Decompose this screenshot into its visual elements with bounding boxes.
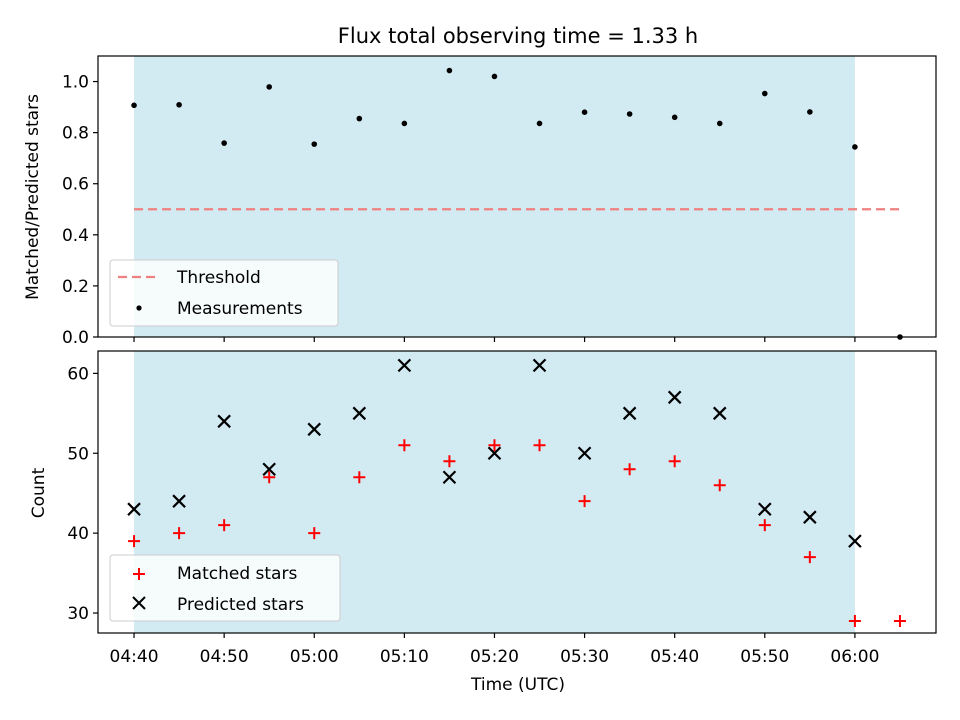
- matched-stars-point: [533, 439, 546, 452]
- predicted-stars-point: [307, 422, 322, 437]
- measurement-point: [716, 120, 723, 127]
- top-y-tick-label: 0.0: [62, 328, 89, 348]
- legend-matched-label: Matched stars: [177, 564, 297, 584]
- matched-stars-point: [173, 527, 186, 540]
- predicted-stars-point: [667, 390, 682, 405]
- measurement-point: [807, 109, 813, 115]
- x-tick-label: 05:00: [290, 647, 339, 667]
- matched-stars-point: [398, 439, 411, 452]
- predicted-stars-point: [487, 446, 502, 461]
- matched-stars-point: [218, 519, 231, 532]
- top-y-tick-label: 1.0: [62, 73, 89, 93]
- x-tick-label: 04:40: [110, 647, 159, 667]
- top-legend: Threshold Measurements: [109, 259, 339, 327]
- predicted-stars-point: [803, 510, 817, 524]
- measurement-point: [536, 120, 543, 127]
- legend-predicted-swatch: [132, 596, 146, 610]
- top-y-tick-label: 0.8: [62, 124, 89, 144]
- legend-predicted-label: Predicted stars: [177, 595, 304, 615]
- x-tick-label: 05:20: [470, 647, 519, 667]
- measurement-point: [446, 67, 453, 74]
- measurement-point: [626, 111, 633, 117]
- legend-matched-swatch: [133, 568, 145, 580]
- matched-stars-point: [758, 519, 771, 532]
- top-y-tick-label: 0.2: [62, 277, 89, 297]
- predicted-stars-point: [442, 470, 457, 484]
- bottom-panel: 04:40 04:50 05:00 05:10 05:20 05:30 05:40 05:50…: [29, 350, 937, 667]
- bottom-plot-frame: [97, 350, 937, 634]
- x-axis-label: Time (UTC): [470, 675, 565, 695]
- measurement-point: [401, 120, 408, 127]
- matched-stars-point: [893, 615, 906, 628]
- measurement-point: [221, 140, 227, 146]
- matched-stars-point: [353, 471, 366, 484]
- measurement-point: [266, 84, 273, 90]
- matched-stars-point: [848, 615, 861, 628]
- matched-stars-point: [263, 471, 276, 484]
- x-tick-label: 04:50: [200, 647, 249, 667]
- measurement-point: [311, 141, 318, 147]
- matched-stars-point: [128, 535, 141, 548]
- measurement-point: [761, 90, 768, 97]
- predicted-stars-point: [532, 358, 547, 373]
- predicted-stars-point: [848, 534, 862, 548]
- measurement-point: [356, 115, 363, 122]
- legend-threshold-label: Threshold: [176, 268, 261, 288]
- top-panel: 0.0 0.2 0.4 0.6 0.8 1.0 Matched/Predicted sta…: [23, 55, 937, 348]
- x-tick-label: 05:50: [740, 647, 789, 667]
- predicted-stars-point: [172, 494, 186, 508]
- matched-stars-point: [668, 455, 681, 468]
- matched-stars-point: [623, 463, 636, 476]
- matched-stars-point: [578, 495, 591, 508]
- bottom-y-tick-label: 30: [67, 604, 89, 624]
- predicted-stars-point: [712, 406, 727, 421]
- measurement-point: [176, 101, 182, 108]
- measurement-point: [852, 144, 858, 150]
- top-y-tick-label: 0.4: [62, 226, 89, 246]
- predicted-stars-point: [577, 446, 592, 461]
- predicted-stars-point: [262, 462, 276, 477]
- legend-measurements-label: Measurements: [177, 299, 303, 319]
- x-tick-label: 05:30: [560, 647, 609, 667]
- top-plot-frame: [97, 55, 937, 338]
- top-y-tick-label: 0.6: [62, 175, 89, 195]
- predicted-stars-point: [622, 406, 637, 421]
- x-tick-label: 06:00: [830, 647, 879, 667]
- measurement-point: [581, 109, 588, 115]
- matched-stars-point: [308, 527, 321, 540]
- bottom-y-tick-label: 40: [67, 524, 89, 544]
- matched-stars-point: [488, 439, 501, 452]
- matched-stars-point: [713, 479, 726, 492]
- x-tick-label: 05:10: [380, 647, 429, 667]
- matched-stars-point: [443, 455, 456, 468]
- bottom-y-tick-label: 60: [67, 364, 89, 384]
- top-y-axis-label: Matched/Predicted stars: [23, 94, 43, 300]
- bottom-y-axis-label: Count: [29, 467, 49, 518]
- matched-stars-point: [803, 551, 816, 564]
- chart-title: Flux total observing time = 1.33 h: [338, 24, 698, 48]
- top-legend-box: [109, 259, 339, 327]
- x-tick-label: 05:40: [650, 647, 699, 667]
- predicted-stars-point: [352, 406, 367, 421]
- predicted-stars-point: [217, 414, 231, 429]
- predicted-stars-point: [397, 358, 412, 373]
- measurement-point: [131, 102, 137, 109]
- measurement-point: [671, 114, 678, 121]
- bottom-legend-box: [109, 554, 341, 622]
- measurement-point: [491, 73, 498, 80]
- predicted-stars-point: [127, 502, 141, 516]
- bottom-legend: Matched stars Predicted stars: [109, 554, 341, 622]
- legend-measurements-swatch: [136, 305, 142, 311]
- predicted-stars-point: [758, 502, 772, 516]
- bottom-y-tick-label: 50: [67, 444, 89, 464]
